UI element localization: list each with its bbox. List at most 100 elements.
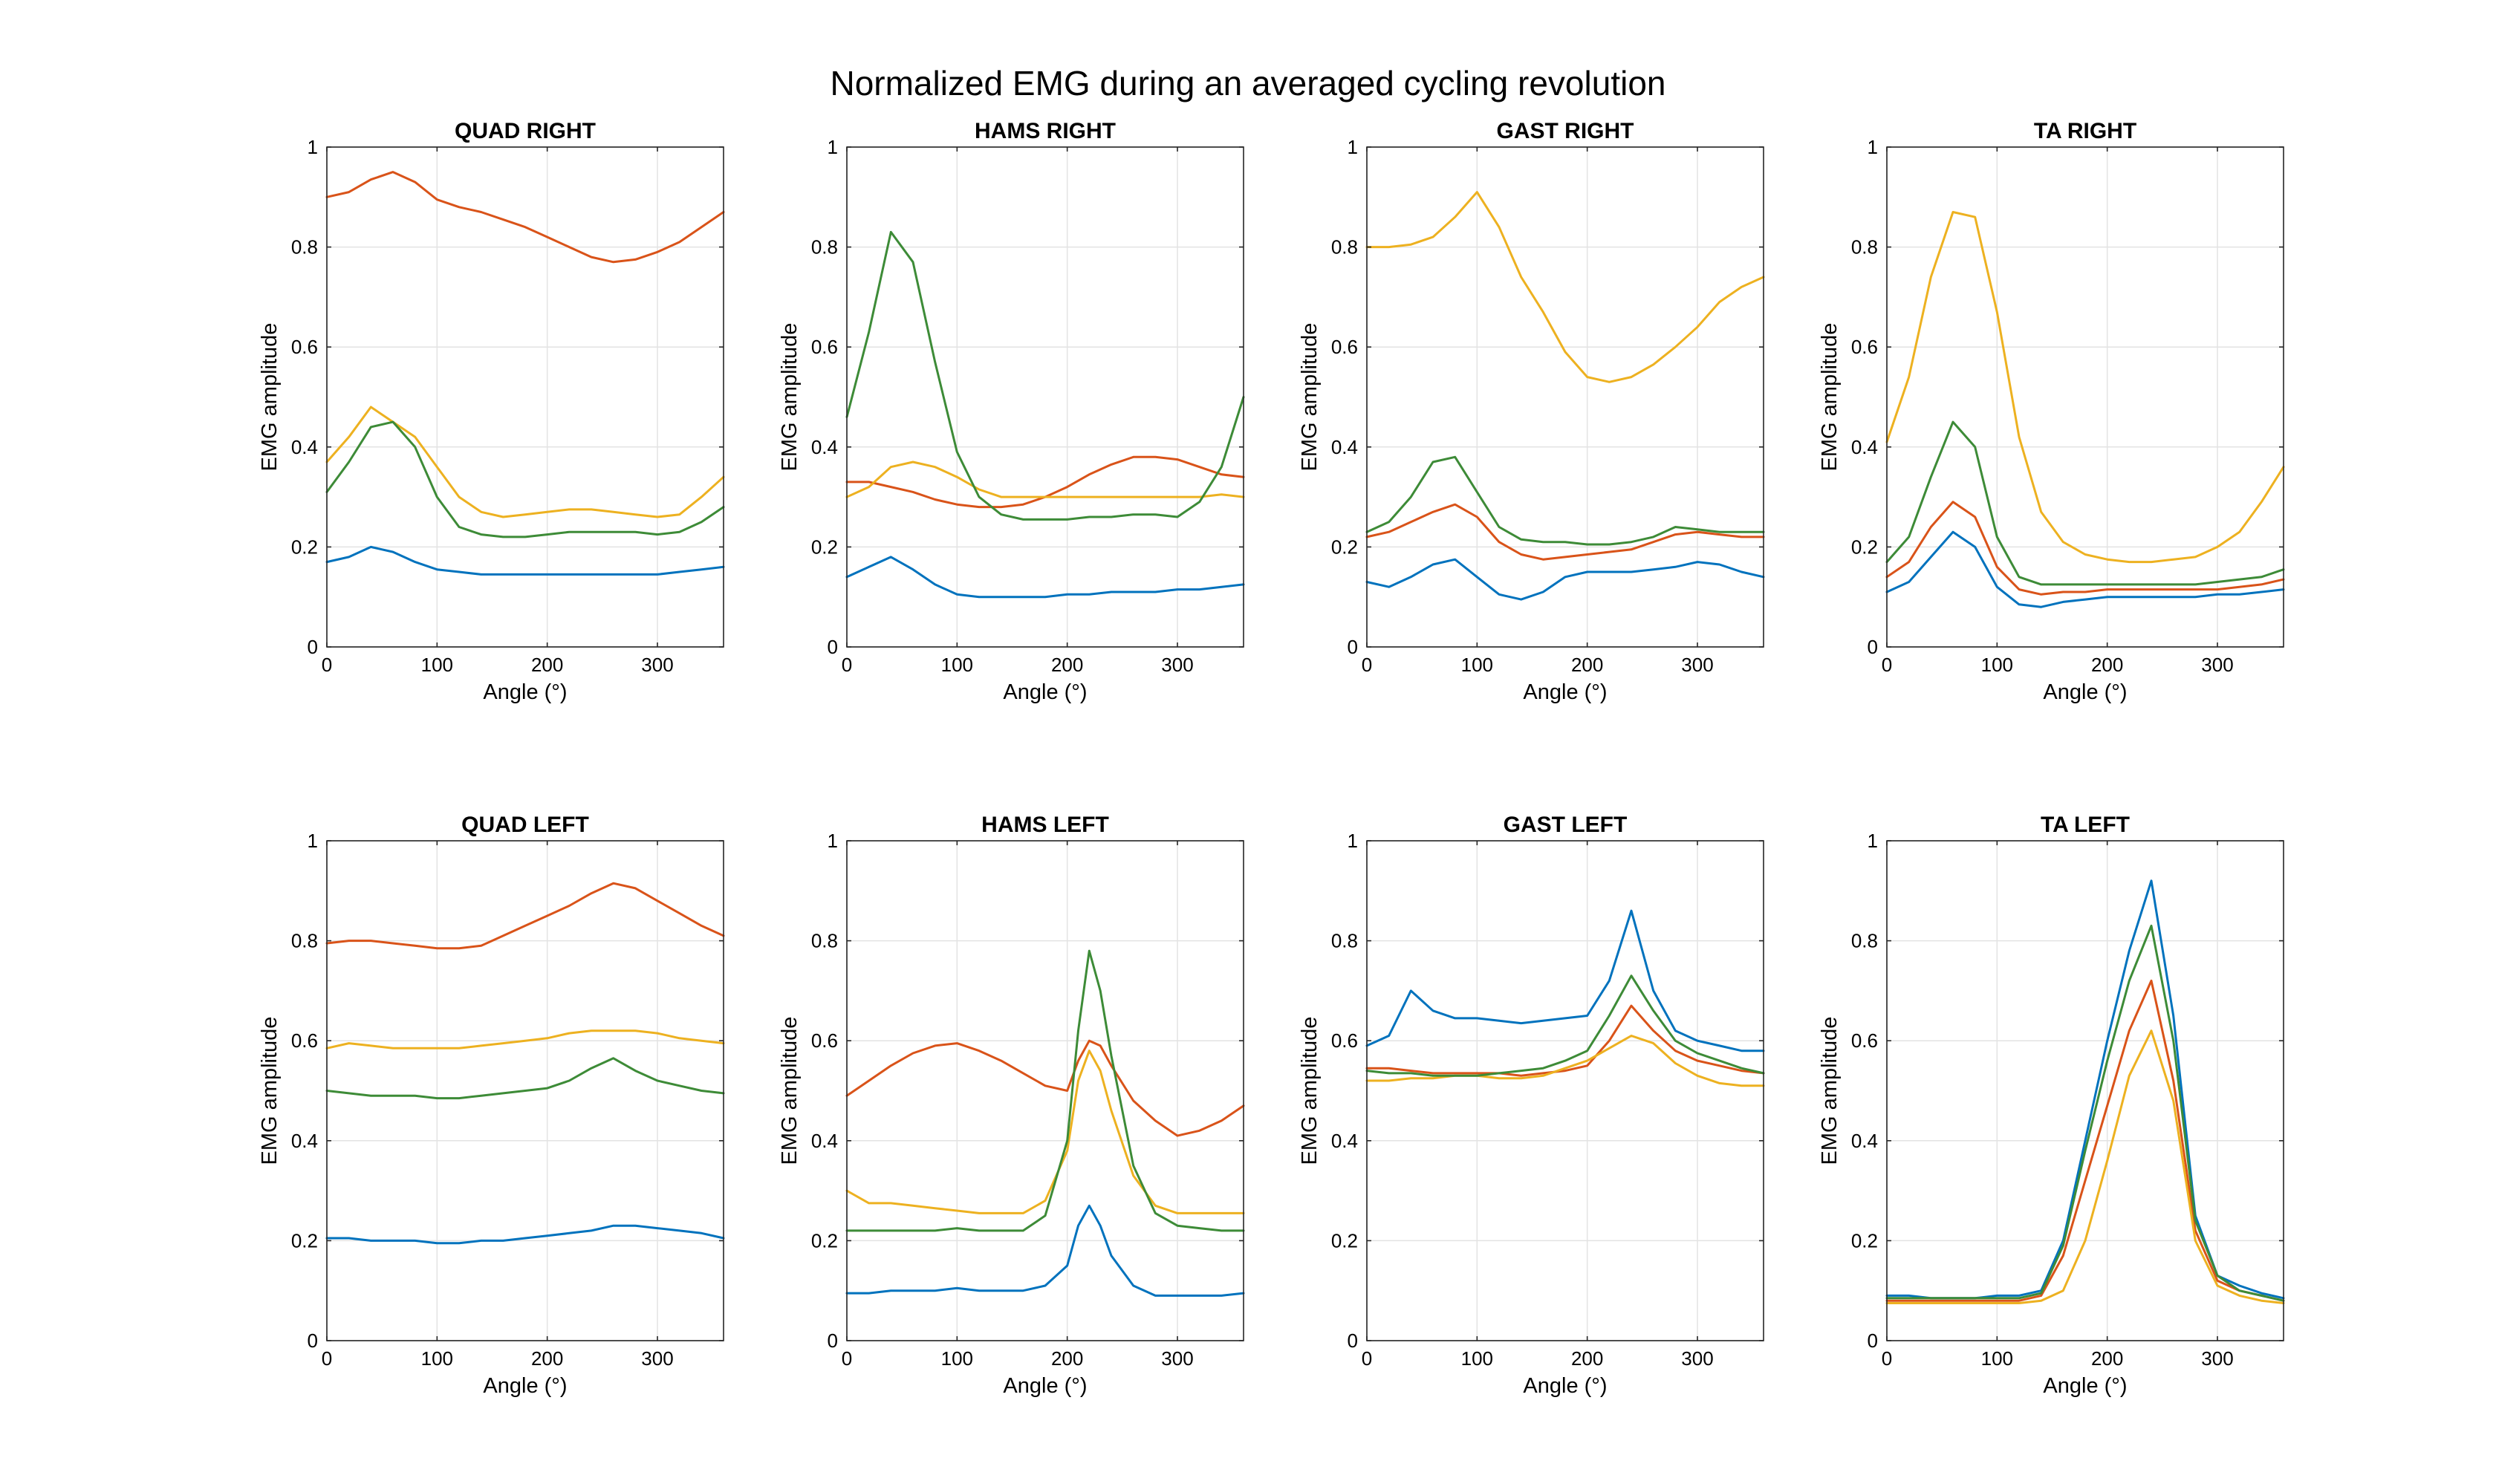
subplot-hams-right: 0 100 200 300 0 0.2 0.4 0.6 0.8 1 HAMS RIGHT Angle … xyxy=(778,119,1245,704)
series-line-2 xyxy=(325,171,725,264)
x-tick-label: 200 xyxy=(531,654,563,676)
x-tick-label: 300 xyxy=(1681,654,1713,676)
x-tick-label: 100 xyxy=(1461,654,1493,676)
subplot-title: QUAD RIGHT xyxy=(455,119,596,143)
axes-frame xyxy=(326,146,724,648)
axes-frame xyxy=(1886,840,2284,1341)
y-tick-label: 1 xyxy=(308,830,318,852)
y-tick-label: 1 xyxy=(828,136,838,158)
series-line-3 xyxy=(1885,1029,2285,1304)
subplot-ta-left: 0 100 200 300 0 0.2 0.4 0.6 0.8 1 TA LEFT Angle (°)… xyxy=(1818,813,2285,1398)
subplot-gast-left: 0 100 200 300 0 0.2 0.4 0.6 0.8 1 GAST LEFT Angle (… xyxy=(1298,813,1765,1398)
plot-area xyxy=(847,147,1244,647)
x-tick-label: 200 xyxy=(531,1347,563,1370)
x-tick-label: 0 xyxy=(842,1347,852,1370)
x-tick-label: 300 xyxy=(641,1347,673,1370)
y-axis-label: EMG amplitude xyxy=(778,1017,802,1165)
x-tick-label: 0 xyxy=(322,1347,332,1370)
series-line-2 xyxy=(325,882,725,950)
y-tick-label: 1 xyxy=(1868,830,1878,852)
y-tick-label: 0.2 xyxy=(811,536,838,558)
y-tick-label: 0.6 xyxy=(1331,1029,1358,1052)
series-line-3 xyxy=(1365,1035,1765,1087)
y-tick-label: 0.2 xyxy=(1331,536,1358,558)
y-tick-label: 1 xyxy=(308,136,318,158)
y-tick-label: 0.4 xyxy=(1851,1130,1878,1152)
series-line-4 xyxy=(845,949,1245,1232)
x-axis-label: Angle (°) xyxy=(2043,1374,2127,1398)
subplot-title: QUAD LEFT xyxy=(461,813,589,837)
series-line-3 xyxy=(1885,211,2285,564)
x-tick-label: 300 xyxy=(1161,654,1193,676)
axes-frame xyxy=(846,840,1244,1341)
x-axis-label: Angle (°) xyxy=(483,680,567,704)
series-line-4 xyxy=(325,1057,725,1100)
x-axis-label: Angle (°) xyxy=(1003,1374,1087,1398)
y-tick-label: 0.2 xyxy=(1331,1229,1358,1252)
x-tick-label: 100 xyxy=(1981,1347,2013,1370)
y-tick-label: 0.2 xyxy=(1851,1229,1878,1252)
y-tick-label: 0.6 xyxy=(811,336,838,358)
x-tick-label: 100 xyxy=(1981,654,2013,676)
axes-frame xyxy=(846,146,1244,648)
y-tick-label: 0 xyxy=(1348,636,1358,658)
subplot-hams-left: 0 100 200 300 0 0.2 0.4 0.6 0.8 1 HAMS LEFT Angle (… xyxy=(778,813,1245,1398)
y-tick-label: 0.2 xyxy=(1851,536,1878,558)
y-axis-label: EMG amplitude xyxy=(258,1017,282,1165)
x-tick-label: 100 xyxy=(421,654,453,676)
series-line-4 xyxy=(845,230,1245,521)
y-tick-label: 0.4 xyxy=(1331,436,1358,458)
subplot-title: HAMS LEFT xyxy=(981,813,1109,837)
y-tick-label: 0.2 xyxy=(291,1229,318,1252)
subplot-title: TA RIGHT xyxy=(2034,119,2136,143)
y-tick-label: 1 xyxy=(828,830,838,852)
plot-area xyxy=(1367,147,1764,647)
y-tick-label: 0 xyxy=(1868,636,1878,658)
x-tick-label: 0 xyxy=(1882,654,1892,676)
x-axis-label: Angle (°) xyxy=(1003,680,1087,704)
y-tick-label: 0.4 xyxy=(1851,436,1878,458)
y-tick-label: 1 xyxy=(1348,830,1358,852)
x-axis-label: Angle (°) xyxy=(1523,680,1607,704)
y-tick-label: 0.2 xyxy=(811,1229,838,1252)
x-tick-label: 300 xyxy=(1681,1347,1713,1370)
y-tick-label: 0.8 xyxy=(291,930,318,952)
y-tick-label: 0.6 xyxy=(291,336,318,358)
series-line-2 xyxy=(845,1039,1245,1137)
y-tick-label: 0.8 xyxy=(291,236,318,258)
series-line-1 xyxy=(845,556,1245,599)
y-axis-label: EMG amplitude xyxy=(1818,323,1842,472)
series-line-2 xyxy=(1885,501,2285,596)
y-tick-label: 0 xyxy=(308,1330,318,1352)
y-tick-label: 0 xyxy=(1868,1330,1878,1352)
x-tick-label: 0 xyxy=(322,654,332,676)
series-line-1 xyxy=(325,545,725,576)
x-tick-label: 200 xyxy=(1571,654,1603,676)
x-tick-label: 300 xyxy=(2201,654,2233,676)
x-tick-label: 100 xyxy=(421,1347,453,1370)
y-tick-label: 0 xyxy=(828,636,838,658)
subplot-title: HAMS RIGHT xyxy=(975,119,1116,143)
y-tick-label: 0.4 xyxy=(811,1130,838,1152)
series-line-2 xyxy=(1365,503,1765,561)
plot-area xyxy=(1887,841,2284,1341)
y-tick-label: 0.8 xyxy=(1331,236,1358,258)
x-tick-label: 300 xyxy=(1161,1347,1193,1370)
y-tick-label: 0.2 xyxy=(291,536,318,558)
series-line-4 xyxy=(1365,455,1765,546)
x-tick-label: 0 xyxy=(1362,1347,1372,1370)
y-tick-label: 0.8 xyxy=(811,236,838,258)
series-line-4 xyxy=(1885,924,2285,1302)
y-axis-label: EMG amplitude xyxy=(1298,323,1322,472)
x-tick-label: 0 xyxy=(1882,1347,1892,1370)
series-line-4 xyxy=(325,420,725,538)
subplot-title: GAST RIGHT xyxy=(1497,119,1634,143)
y-tick-label: 0.4 xyxy=(291,1130,318,1152)
series-line-1 xyxy=(1885,530,2285,608)
x-tick-label: 100 xyxy=(1461,1347,1493,1370)
x-tick-label: 200 xyxy=(1571,1347,1603,1370)
y-tick-label: 0.8 xyxy=(1851,930,1878,952)
axes-frame xyxy=(1366,840,1764,1341)
series-line-2 xyxy=(1885,979,2285,1302)
